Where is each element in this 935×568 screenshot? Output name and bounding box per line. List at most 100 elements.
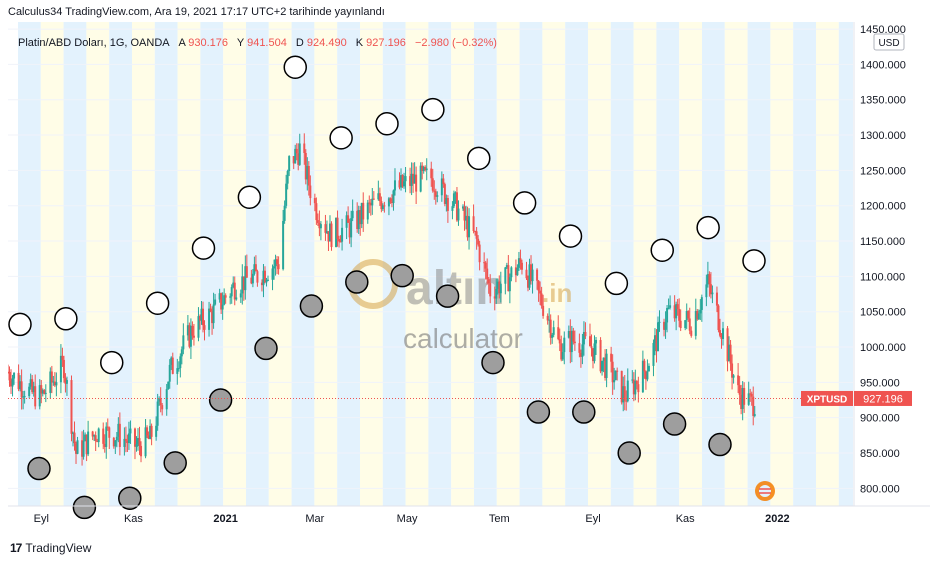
candle-body bbox=[483, 262, 486, 264]
candle-body bbox=[747, 393, 750, 405]
candle-body bbox=[412, 173, 415, 184]
currency-badge[interactable]: USD bbox=[873, 33, 905, 51]
candle-body bbox=[478, 244, 481, 263]
candle-body bbox=[50, 371, 53, 383]
candle-body bbox=[297, 153, 300, 165]
candle-body bbox=[614, 370, 617, 380]
candle-body bbox=[146, 427, 149, 436]
gray-circle-marker bbox=[481, 350, 505, 375]
candle-body bbox=[350, 218, 353, 238]
candle-body bbox=[750, 393, 753, 397]
candle-body bbox=[664, 322, 667, 330]
candle-body bbox=[604, 357, 607, 378]
candle-body bbox=[592, 348, 594, 362]
legend-change: −2.980 (−0.32%) bbox=[415, 37, 497, 49]
candle-body bbox=[208, 308, 211, 330]
candle-body bbox=[335, 217, 338, 248]
candle-body bbox=[179, 356, 182, 369]
candle-body bbox=[694, 311, 697, 336]
watermark: altın .in calculator bbox=[348, 259, 572, 354]
gray-circle-marker bbox=[208, 388, 233, 412]
candle-body bbox=[368, 202, 371, 204]
footer[interactable]: 17 TradingView bbox=[10, 541, 91, 555]
session-band bbox=[679, 22, 702, 506]
candle-body bbox=[731, 363, 734, 378]
white-circle-marker bbox=[8, 312, 32, 337]
candle-body bbox=[676, 304, 679, 309]
gray-circle-marker bbox=[27, 456, 51, 481]
candle-body bbox=[295, 148, 298, 154]
gray-circle-marker bbox=[617, 441, 641, 465]
gray-circle-marker bbox=[435, 284, 460, 308]
candle-body bbox=[531, 269, 534, 282]
candle-body bbox=[620, 370, 623, 403]
candle-body bbox=[209, 308, 212, 312]
candle-body bbox=[415, 174, 418, 192]
last-value-tag: 927.196 bbox=[863, 393, 903, 405]
candle-body bbox=[711, 292, 714, 295]
session-band bbox=[200, 22, 224, 506]
candle-body bbox=[496, 281, 499, 289]
gray-circle-marker bbox=[662, 412, 687, 436]
candle-body bbox=[637, 384, 640, 393]
time-tick-label: Kas bbox=[676, 513, 695, 525]
candle-body bbox=[135, 444, 138, 447]
candle-body bbox=[328, 223, 331, 242]
candle-body bbox=[303, 143, 306, 153]
candle-body bbox=[643, 360, 646, 372]
candle-body bbox=[381, 205, 384, 210]
candle-body bbox=[123, 438, 126, 447]
candle-body bbox=[377, 193, 380, 200]
candle-body bbox=[124, 438, 127, 441]
candle-body bbox=[729, 344, 732, 364]
candle-body bbox=[28, 386, 31, 397]
candle-body bbox=[263, 270, 266, 283]
candle-body bbox=[699, 309, 702, 314]
candle-body bbox=[715, 292, 718, 306]
candle-body bbox=[186, 325, 189, 336]
candle-body bbox=[446, 197, 449, 211]
candle-body bbox=[516, 267, 519, 276]
candle-body bbox=[495, 288, 498, 299]
time-tick-label: May bbox=[397, 513, 418, 525]
candle-body bbox=[52, 381, 55, 383]
candle-body bbox=[560, 343, 563, 360]
candle-body bbox=[410, 173, 413, 186]
price-tick-label: 850.000 bbox=[860, 448, 900, 460]
candle-body bbox=[192, 335, 195, 338]
candle-body bbox=[570, 330, 573, 353]
candle-body bbox=[685, 311, 688, 321]
price-tick-label: 1300.000 bbox=[860, 130, 906, 142]
candle-body bbox=[514, 267, 517, 276]
candle-body bbox=[655, 335, 658, 352]
candle-body bbox=[133, 428, 136, 447]
candle-body bbox=[611, 361, 614, 383]
candle-body bbox=[211, 311, 214, 324]
candle-body bbox=[271, 268, 274, 280]
candle-body bbox=[653, 335, 656, 343]
candle-body bbox=[393, 180, 396, 191]
candle-body bbox=[229, 296, 232, 298]
white-circle-marker bbox=[375, 111, 399, 136]
candle-body bbox=[168, 364, 171, 382]
gray-circle-marker bbox=[72, 495, 97, 520]
candle-body bbox=[13, 372, 16, 379]
candle-body bbox=[601, 360, 604, 372]
time-tick-label: 2021 bbox=[213, 513, 237, 525]
session-band bbox=[223, 22, 246, 506]
candle-body bbox=[140, 445, 143, 457]
price-tick-label: 1000.000 bbox=[860, 342, 906, 354]
watermark-sub: calculator bbox=[403, 323, 523, 354]
candle-body bbox=[371, 198, 374, 206]
candle-body bbox=[292, 156, 295, 164]
price-chart[interactable]: altın .in calculator 800.000 850.000 900.0… bbox=[8, 22, 930, 530]
candle-body bbox=[8, 372, 11, 381]
white-circle-marker bbox=[329, 126, 353, 150]
candle-body bbox=[20, 381, 23, 398]
candle-body bbox=[398, 180, 401, 188]
time-tick-label: Tem bbox=[489, 513, 510, 525]
flag-icon[interactable] bbox=[755, 481, 775, 501]
candle-body bbox=[91, 431, 94, 437]
session-band bbox=[268, 22, 292, 506]
candle-body bbox=[112, 437, 115, 447]
